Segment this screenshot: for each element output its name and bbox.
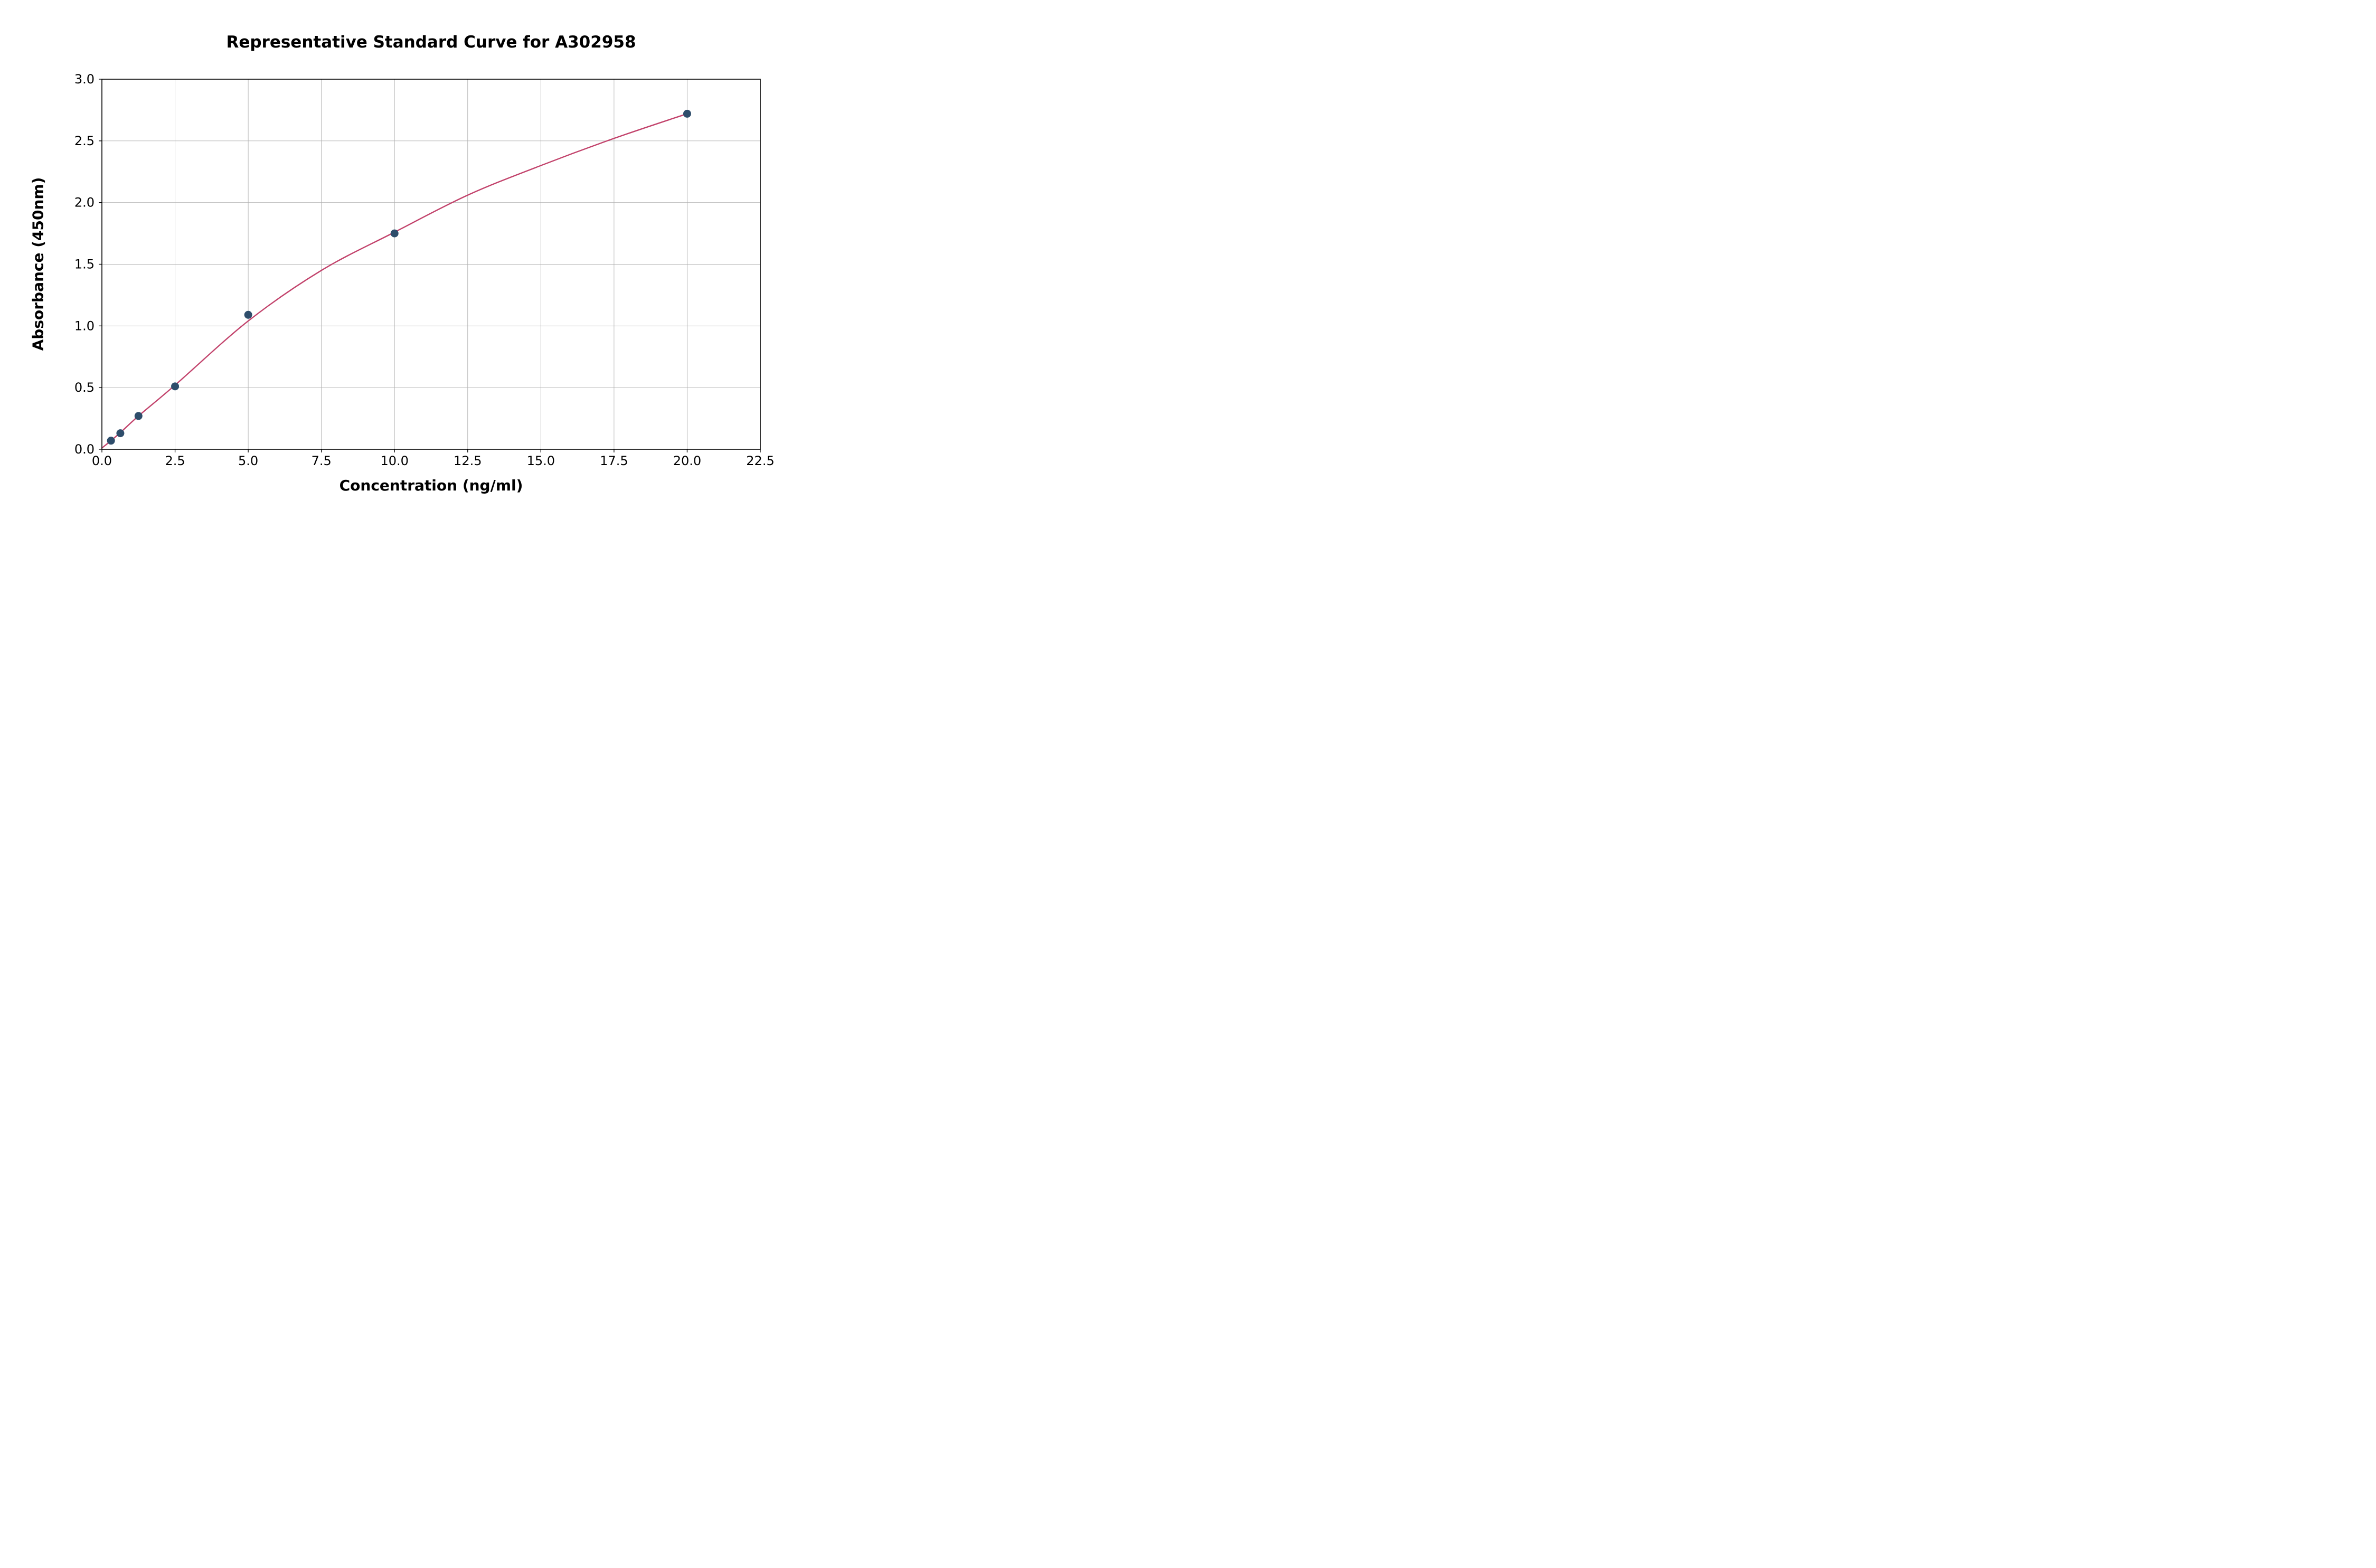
figure: 0.0 2.5 5.0 7.5 10.0 12.5 15.0 17.5 20.0 22.5 0.0 0… bbox=[0, 0, 792, 523]
data-point bbox=[171, 382, 180, 391]
y-axis-label: Absorbance (450nm) bbox=[29, 177, 47, 351]
x-tick-label: 2.5 bbox=[165, 454, 185, 468]
data-point bbox=[683, 109, 691, 118]
x-tick-label: 12.5 bbox=[454, 454, 482, 468]
y-tick-label: 0.5 bbox=[74, 380, 95, 395]
x-tick-label: 15.0 bbox=[527, 454, 555, 468]
fit-curve bbox=[101, 113, 688, 449]
x-tick-label: 5.0 bbox=[238, 454, 258, 468]
x-tick-label: 17.5 bbox=[600, 454, 628, 468]
y-tick-label: 2.0 bbox=[74, 195, 95, 210]
y-tick-label: 1.5 bbox=[74, 257, 95, 272]
data-point bbox=[107, 437, 115, 445]
data-point bbox=[116, 429, 125, 438]
x-tick-label: 20.0 bbox=[673, 454, 701, 468]
data-point bbox=[134, 412, 143, 420]
plot-border bbox=[101, 79, 761, 450]
data-point bbox=[244, 310, 252, 319]
chart-title: Representative Standard Curve for A30295… bbox=[226, 33, 636, 52]
x-axis-label: Concentration (ng/ml) bbox=[339, 477, 523, 494]
y-tick-label: 1.0 bbox=[74, 318, 95, 333]
data-point bbox=[390, 229, 399, 238]
x-tick-label: 22.5 bbox=[746, 454, 774, 468]
chart-canvas: 0.0 2.5 5.0 7.5 10.0 12.5 15.0 17.5 20.0 22.5 0.0 0… bbox=[74, 72, 775, 468]
x-tick-label: 10.0 bbox=[381, 454, 409, 468]
y-tick-label: 0.0 bbox=[74, 442, 95, 457]
y-tick-label: 3.0 bbox=[74, 72, 95, 87]
y-tick-label: 2.5 bbox=[74, 134, 95, 148]
x-tick-label: 7.5 bbox=[312, 454, 332, 468]
x-tick-label: 0.0 bbox=[92, 454, 112, 468]
